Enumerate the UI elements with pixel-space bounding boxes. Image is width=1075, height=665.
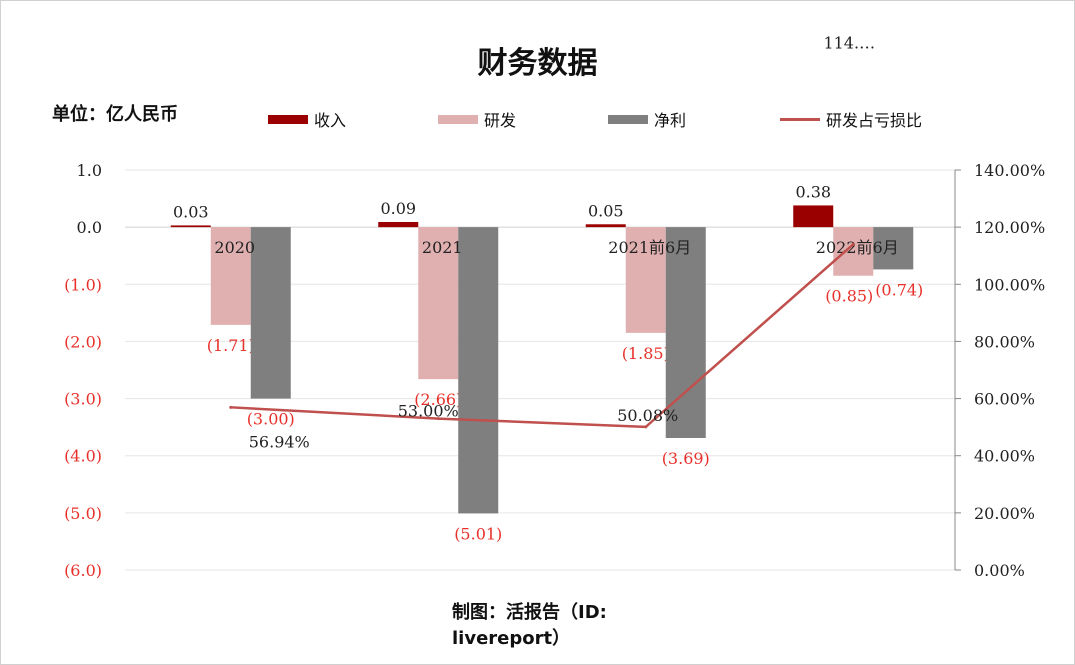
data-label-revenue: 0.38 — [795, 182, 831, 201]
data-label-ratio: 114.… — [823, 33, 875, 52]
data-label-revenue: 0.05 — [588, 201, 624, 220]
y-right-tick-label: 100.00% — [974, 275, 1045, 294]
legend-label-revenue: 收入 — [314, 111, 347, 130]
y-left-tick-label: (3.0) — [64, 390, 102, 409]
legend-swatch-rnd — [438, 114, 478, 124]
y-left-tick-label: 0.0 — [77, 218, 102, 237]
data-label-net: (0.74) — [875, 280, 923, 299]
bar-revenue — [378, 222, 419, 228]
y-right-tick-label: 0.00% — [974, 561, 1025, 580]
data-label-rnd: (2.66) — [414, 390, 462, 409]
legend-item-ratio: 研发占亏损比 — [780, 108, 922, 130]
unit-label: 单位：亿人民币 — [52, 104, 178, 125]
x-tick-label: 2022前6月 — [816, 238, 899, 257]
credit-text: 制图：活报告（ID: livereport） — [452, 600, 607, 652]
legend-swatch-net — [608, 114, 648, 124]
y-left-tick-label: (2.0) — [64, 332, 102, 351]
data-label-net: (5.01) — [454, 524, 502, 543]
chart-title: 财务数据 — [477, 46, 598, 81]
legend-item-rnd: 研发 — [438, 108, 516, 130]
bar-rnd — [833, 227, 874, 276]
series-line-ratio — [230, 243, 855, 429]
bar-net — [250, 227, 291, 399]
y-left-tick-label: (5.0) — [64, 504, 102, 523]
bar-rnd — [418, 227, 459, 380]
legend-swatch-revenue — [268, 114, 308, 124]
bar-net — [873, 227, 914, 270]
legend-item-net: 净利 — [608, 108, 686, 130]
y-left-tick-label: (6.0) — [64, 561, 102, 580]
bar-rnd — [625, 227, 666, 333]
x-tick-label: 2021前6月 — [608, 238, 691, 257]
y-left-tick-label: (4.0) — [64, 447, 102, 466]
legend-label-ratio: 研发占亏损比 — [826, 111, 923, 130]
x-tick-label: 2021 — [422, 238, 463, 257]
legend-item-revenue: 收入 — [268, 108, 346, 130]
bar-revenue — [793, 205, 834, 228]
bar-rnd — [210, 227, 251, 325]
legend-label-rnd: 研发 — [484, 111, 517, 130]
data-label-net: (3.00) — [247, 410, 295, 429]
data-label-revenue: 0.03 — [173, 202, 209, 221]
data-label-rnd: (1.85) — [622, 344, 670, 363]
line-point-ratio — [851, 242, 855, 246]
y-right-tick-label: 80.00% — [974, 332, 1035, 351]
y-left-tick-label: 1.0 — [77, 161, 102, 180]
bar-net — [458, 227, 499, 514]
line-point-ratio — [644, 425, 648, 429]
bar-revenue — [585, 224, 626, 228]
data-label-ratio: 56.94% — [249, 432, 310, 451]
data-label-rnd: (1.71) — [207, 336, 255, 355]
bar-revenue — [170, 225, 211, 228]
line-point-ratio — [436, 417, 440, 421]
y-right-tick-label: 40.00% — [974, 447, 1035, 466]
y-left-tick-label: (1.0) — [64, 275, 102, 294]
legend-label-net: 净利 — [654, 111, 687, 130]
data-label-ratio: 50.08% — [617, 406, 678, 425]
y-right-tick-label: 140.00% — [974, 161, 1045, 180]
data-label-rnd: (0.85) — [825, 287, 873, 306]
y-right-tick-label: 60.00% — [974, 390, 1035, 409]
credit-line-1: 制图：活报告（ID: — [452, 602, 607, 623]
data-label-ratio: 53.00% — [398, 402, 459, 421]
data-label-net: (3.69) — [662, 449, 710, 468]
x-tick-label: 2020 — [214, 238, 255, 257]
credit-line-2: livereport） — [452, 628, 571, 649]
legend-line-ratio — [780, 117, 820, 121]
line-point-ratio — [229, 405, 233, 409]
y-right-tick-label: 120.00% — [974, 218, 1045, 237]
y-right-tick-label: 20.00% — [974, 504, 1035, 523]
data-label-revenue: 0.09 — [380, 199, 416, 218]
